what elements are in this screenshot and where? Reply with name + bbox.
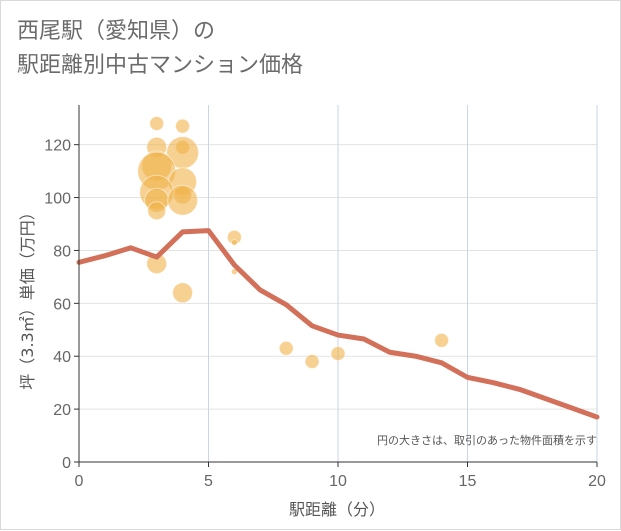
y-tick-label: 80: [53, 243, 71, 260]
bubble-point: [330, 346, 346, 362]
trend-line: [76, 228, 600, 420]
bubble-point: [147, 201, 167, 221]
axes: [74, 105, 598, 467]
bubbles: [137, 116, 450, 370]
x-tick-label: 10: [329, 473, 347, 490]
y-tick-label: 40: [53, 349, 71, 366]
bubble-point: [278, 340, 294, 356]
bubble-point: [167, 184, 199, 216]
title-line-2: 駅距離別中古マンション価格: [17, 53, 304, 78]
trend-line-group: [76, 228, 600, 420]
y-tick-label: 100: [44, 191, 71, 208]
bubble-point: [230, 239, 238, 247]
bubble-point: [434, 332, 450, 348]
x-tick-label: 0: [75, 473, 84, 490]
title-line-1: 西尾駅（愛知県）の: [17, 19, 216, 44]
y-axis-label: 坪（3.3㎡）単価（万円）: [18, 204, 37, 389]
y-tick-label: 20: [53, 402, 71, 419]
x-axis-label: 駅距離（分）: [289, 500, 385, 519]
bubble-point: [304, 354, 320, 370]
y-tick-label: 120: [44, 138, 71, 155]
y-tick-label: 0: [62, 455, 71, 472]
x-tick-label: 15: [459, 473, 477, 490]
bubble-point: [172, 282, 194, 304]
tick-labels: 0 20 40 60 80 100 120 0 5 10 15 20: [44, 138, 606, 490]
chart-title: 西尾駅（愛知県）の 駅距離別中古マンション価格: [17, 15, 303, 83]
bubble-point: [175, 118, 191, 134]
bubble-point: [230, 268, 238, 276]
bubble-size-note: 円の大きさは、取引のあった物件面積を示す: [377, 433, 597, 447]
bubble-point: [149, 116, 165, 132]
x-tick-label: 20: [588, 473, 606, 490]
y-tick-label: 60: [53, 296, 71, 313]
x-tick-label: 5: [204, 473, 213, 490]
